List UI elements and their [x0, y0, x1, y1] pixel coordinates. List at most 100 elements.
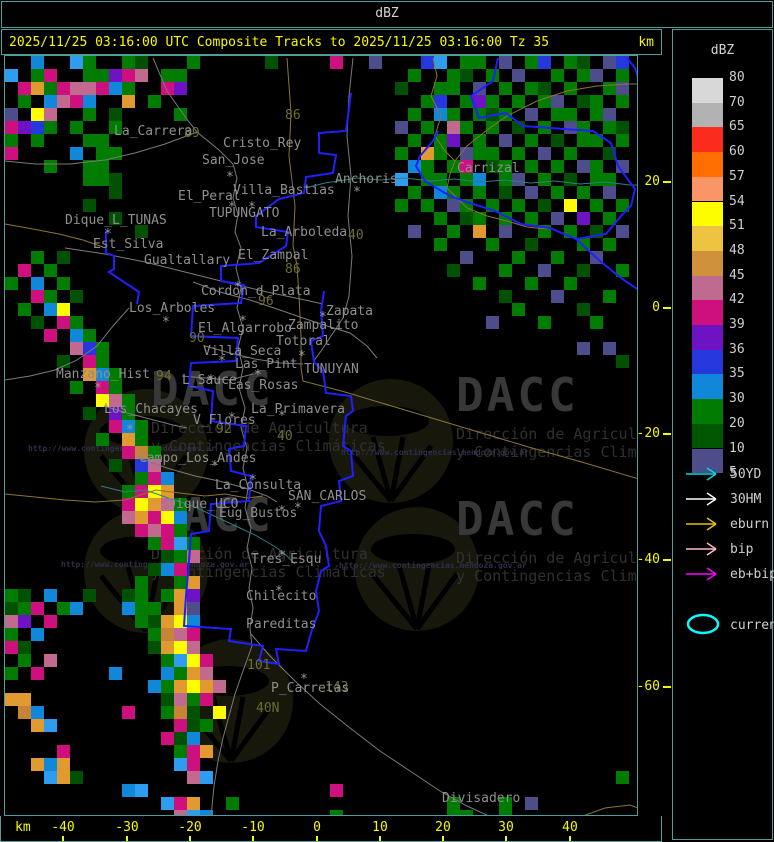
- radar-cell: [434, 95, 447, 108]
- radar-cell: [5, 589, 18, 602]
- radar-cell: [577, 160, 590, 173]
- radar-cell: [83, 199, 96, 212]
- radar-cell: [590, 199, 603, 212]
- radar-cell: [96, 147, 109, 160]
- radar-cell: [135, 524, 148, 537]
- radar-cell: [83, 108, 96, 121]
- radar-cell: [57, 82, 70, 95]
- legend-item-label: 50YD: [730, 467, 762, 482]
- radar-cell: [83, 160, 96, 173]
- radar-cell: [18, 82, 31, 95]
- radar-cell: [174, 537, 187, 550]
- dacc-watermark-line2: y Contingencias Climáticas: [456, 567, 637, 585]
- radar-cell: [187, 810, 200, 815]
- radar-cell: [473, 134, 486, 147]
- radar-cell: [122, 69, 135, 82]
- bottom-tick-mark: [62, 836, 64, 841]
- radar-cell: [616, 134, 629, 147]
- scale-color-block: [692, 423, 723, 449]
- radar-cell: [473, 147, 486, 160]
- radar-cell: [616, 199, 629, 212]
- radar-cell: [408, 186, 421, 199]
- radar-cell: [551, 95, 564, 108]
- radar-cell: [31, 277, 44, 290]
- radar-cell: [31, 108, 44, 121]
- radar-cell: [499, 810, 512, 815]
- radar-cell: [148, 511, 161, 524]
- radar-cell: [226, 797, 239, 810]
- radar-map: DACC Dirección de Agricultura y Contingenc…: [4, 55, 638, 816]
- place-label-las_rosas: Las_Rosas: [228, 378, 299, 393]
- radar-cell: [577, 264, 590, 277]
- radar-cell: [538, 147, 551, 160]
- scale-color-block: [692, 201, 723, 227]
- radar-cell: [616, 264, 629, 277]
- place-marker-asterisk: *: [353, 185, 361, 200]
- scale-title: dBZ: [710, 43, 735, 58]
- radar-cell: [421, 160, 434, 173]
- radar-cell: [525, 238, 538, 251]
- bottom-tick-mark: [252, 836, 254, 841]
- radar-cell: [109, 173, 122, 186]
- place-marker-asterisk: *: [207, 373, 215, 388]
- place-label-las_pint: Las_Pint: [235, 357, 298, 372]
- right-tick-label: -20: [636, 426, 660, 441]
- radar-cell: [551, 108, 564, 121]
- radar-cell: [486, 316, 499, 329]
- radar-cell: [109, 667, 122, 680]
- radar-cell: [148, 628, 161, 641]
- radar-cell: [330, 784, 343, 797]
- dacc-watermark-logo-text: DACC: [456, 492, 579, 546]
- bottom-tick-mark: [126, 836, 128, 841]
- radar-cell: [122, 784, 135, 797]
- radar-cell: [590, 95, 603, 108]
- radar-cell: [187, 732, 200, 745]
- boundary-blue-lines: [105, 57, 637, 666]
- radar-cell: [18, 693, 31, 706]
- radar-cell: [447, 810, 460, 815]
- radar-cell: [31, 56, 44, 69]
- place-label-est_silva: Est_Silva: [93, 237, 164, 252]
- radar-cell: [616, 355, 629, 368]
- radar-cell: [330, 56, 343, 69]
- radar-cell: [18, 589, 31, 602]
- radar-cell: [44, 303, 57, 316]
- radar-cell: [408, 69, 421, 82]
- radar-cell: [135, 485, 148, 498]
- radar-cell: [434, 56, 447, 69]
- radar-cell: [434, 147, 447, 160]
- page-title: dBZ: [375, 6, 399, 21]
- dacc-watermark-line1: Dirección de Agricultura: [456, 549, 637, 567]
- place-label-san_carlos: SAN_CARLOS: [288, 489, 367, 504]
- radar-cell: [616, 95, 629, 108]
- radar-cell: [96, 368, 109, 381]
- right-tick-mark: [663, 433, 671, 435]
- bottom-tick-mark: [316, 836, 318, 841]
- radar-cell: [161, 797, 174, 810]
- radar-cell: [473, 186, 486, 199]
- radar-cell: [96, 381, 109, 394]
- radar-cell: [499, 290, 512, 303]
- radar-cell: [187, 56, 200, 69]
- radar-cell: [551, 134, 564, 147]
- radar-cell: [174, 602, 187, 615]
- radar-cell: [135, 615, 148, 628]
- radar-cell: [616, 160, 629, 173]
- place-label-villa_seca: Villa_Seca: [203, 344, 282, 359]
- radar-cell: [460, 251, 473, 264]
- place-label-manzano_hist: Manzano_Hist: [56, 367, 150, 382]
- radar-cell: [109, 186, 122, 199]
- 30hm-arrow-icon: [686, 492, 717, 506]
- radar-cell: [460, 212, 473, 225]
- road-number-label: 94: [156, 369, 172, 384]
- radar-cell: [44, 654, 57, 667]
- scale-value-label: 45: [729, 267, 745, 283]
- bottom-tick-label: -30: [115, 820, 139, 835]
- radar-cell: [447, 160, 460, 173]
- legend-item-label: bip: [730, 542, 754, 557]
- radar-cell: [499, 186, 512, 199]
- radar-cell: [421, 121, 434, 134]
- radar-cell: [395, 121, 408, 134]
- place-label-el_algarrobo: El_Algarrobo: [198, 321, 292, 336]
